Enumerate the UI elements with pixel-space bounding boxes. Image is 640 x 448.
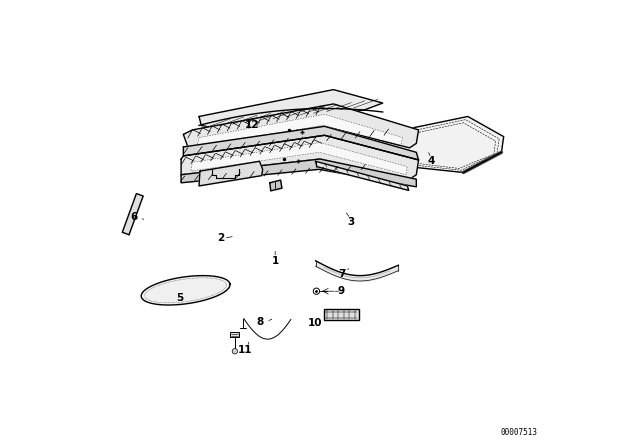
Text: 4: 4 (428, 156, 435, 166)
Text: 10: 10 (308, 319, 323, 328)
Polygon shape (122, 194, 143, 235)
Polygon shape (270, 180, 282, 191)
Text: 00007513: 00007513 (500, 428, 538, 437)
Polygon shape (181, 135, 419, 179)
Text: 12: 12 (244, 121, 259, 130)
Polygon shape (191, 142, 407, 175)
Bar (324, 309, 358, 320)
Text: 6: 6 (131, 212, 138, 222)
Polygon shape (335, 116, 504, 172)
Text: 2: 2 (217, 233, 224, 243)
Text: 3: 3 (347, 217, 354, 227)
Polygon shape (141, 276, 230, 305)
Circle shape (232, 349, 237, 354)
Text: 7: 7 (339, 269, 346, 279)
Polygon shape (183, 126, 419, 160)
Text: 8: 8 (256, 317, 263, 327)
Bar (230, 332, 239, 337)
Polygon shape (316, 161, 409, 190)
Polygon shape (181, 159, 416, 187)
Text: 9: 9 (338, 286, 345, 296)
Polygon shape (199, 90, 383, 132)
Text: 1: 1 (271, 256, 279, 266)
Polygon shape (196, 114, 403, 147)
Polygon shape (183, 104, 419, 148)
Text: 5: 5 (177, 293, 184, 303)
Text: 11: 11 (237, 345, 252, 355)
Polygon shape (199, 161, 262, 186)
